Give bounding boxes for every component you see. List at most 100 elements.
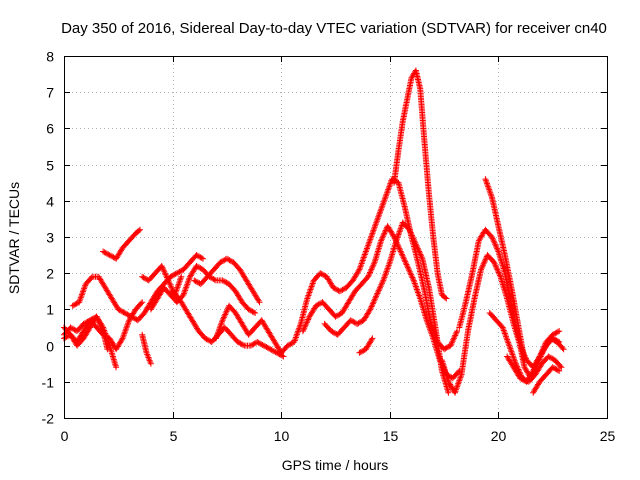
data-point-plus bbox=[416, 248, 423, 255]
data-point-plus bbox=[249, 308, 256, 315]
data-point-plus bbox=[288, 340, 295, 347]
data-point-plus bbox=[137, 226, 143, 233]
data-point-plus bbox=[557, 363, 564, 370]
data-point-plus bbox=[496, 272, 503, 279]
data-point-plus bbox=[347, 317, 354, 324]
y-tick-label: 5 bbox=[46, 158, 54, 174]
data-point-plus bbox=[556, 328, 563, 335]
data-point-plus bbox=[373, 291, 380, 298]
data-point-plus bbox=[448, 339, 455, 346]
data-point-plus bbox=[399, 251, 405, 258]
data-point-plus bbox=[258, 341, 265, 348]
data-point-plus bbox=[203, 336, 210, 343]
y-tick-label: 6 bbox=[46, 121, 54, 137]
data-point-plus bbox=[210, 276, 217, 282]
data-point-plus bbox=[317, 270, 324, 277]
data-point-plus bbox=[414, 245, 421, 252]
data-point-plus bbox=[455, 369, 462, 376]
data-point-plus bbox=[530, 367, 537, 374]
data-point-plus bbox=[492, 242, 499, 249]
data-point-plus bbox=[493, 263, 499, 270]
data-point-plus bbox=[397, 248, 404, 255]
data-point-plus bbox=[264, 344, 271, 351]
axis-ticks bbox=[64, 56, 608, 419]
data-points bbox=[61, 67, 567, 396]
data-point-plus bbox=[412, 239, 419, 246]
data-point-plus bbox=[410, 276, 416, 282]
data-point-plus bbox=[222, 278, 229, 285]
data-point-plus bbox=[129, 314, 136, 321]
data-point-plus bbox=[356, 319, 363, 326]
data-point-plus bbox=[177, 275, 184, 282]
x-tick-labels: 0 5 10 15 20 25 bbox=[61, 428, 616, 444]
data-point-plus bbox=[494, 245, 501, 252]
data-point-plus bbox=[104, 346, 111, 353]
data-point-plus bbox=[379, 234, 386, 241]
y-axis-label: SDTVAR / TECUs bbox=[6, 182, 22, 294]
data-point-plus bbox=[141, 275, 148, 282]
data-point-plus bbox=[138, 300, 145, 307]
data-point-plus bbox=[96, 320, 103, 327]
data-point-plus bbox=[88, 275, 95, 281]
data-point-plus bbox=[406, 268, 413, 275]
chart-title: Day 350 of 2016, Sidereal Day-to-day VTE… bbox=[61, 20, 607, 37]
data-point-plus bbox=[488, 192, 495, 199]
data-point-plus bbox=[168, 284, 175, 291]
data-point-plus bbox=[556, 367, 563, 374]
data-point-plus bbox=[209, 275, 216, 282]
data-point-plus bbox=[240, 341, 246, 348]
data-point-plus bbox=[450, 336, 457, 343]
data-point-plus bbox=[521, 357, 528, 364]
series-arc-3 bbox=[61, 313, 111, 353]
data-point-plus bbox=[554, 328, 561, 335]
data-point-plus bbox=[211, 276, 218, 283]
data-point-plus bbox=[357, 349, 364, 356]
data-point-plus bbox=[340, 286, 347, 293]
data-point-plus bbox=[369, 335, 376, 342]
x-tick-label: 20 bbox=[491, 428, 507, 444]
data-point-plus bbox=[162, 270, 168, 277]
data-point-plus bbox=[372, 294, 379, 301]
data-point-plus bbox=[106, 252, 113, 259]
data-point-plus bbox=[120, 309, 127, 316]
data-point-plus bbox=[301, 325, 308, 332]
y-tick-label: 4 bbox=[46, 194, 54, 210]
data-point-plus bbox=[445, 344, 451, 350]
data-point-plus bbox=[200, 255, 206, 262]
data-point-plus bbox=[355, 267, 362, 274]
data-point-plus bbox=[382, 228, 388, 235]
data-point-plus bbox=[442, 294, 449, 301]
data-point-plus bbox=[407, 270, 414, 277]
data-point-plus bbox=[73, 300, 80, 307]
data-point-plus bbox=[163, 273, 170, 280]
data-point-plus bbox=[177, 268, 184, 274]
data-point-plus bbox=[171, 271, 178, 278]
data-point-plus bbox=[178, 273, 185, 280]
data-point-plus bbox=[302, 322, 309, 329]
data-point-plus bbox=[406, 226, 413, 233]
data-point-plus bbox=[72, 301, 79, 308]
y-tick-label: 7 bbox=[46, 85, 54, 101]
data-point-plus bbox=[164, 276, 171, 282]
x-axis-label: GPS time / hours bbox=[282, 457, 389, 473]
data-point-plus bbox=[67, 324, 74, 331]
data-point-plus bbox=[247, 342, 254, 349]
data-point-plus bbox=[130, 315, 137, 322]
series-arc-10 bbox=[191, 255, 263, 306]
data-point-plus bbox=[99, 326, 106, 333]
data-point-plus bbox=[379, 280, 385, 287]
data-point-plus bbox=[546, 354, 553, 361]
data-point-plus bbox=[260, 342, 267, 349]
data-point-plus bbox=[254, 339, 261, 345]
y-tick-label: 2 bbox=[46, 266, 54, 282]
data-point-plus bbox=[251, 340, 258, 347]
y-tick-label: 0 bbox=[46, 339, 54, 355]
data-point-plus bbox=[100, 248, 107, 255]
data-point-plus bbox=[266, 345, 272, 352]
data-point-plus bbox=[62, 334, 69, 341]
data-point-plus bbox=[299, 328, 306, 335]
data-point-plus bbox=[245, 306, 252, 313]
data-point-plus bbox=[98, 323, 105, 330]
data-point-plus bbox=[118, 336, 125, 343]
